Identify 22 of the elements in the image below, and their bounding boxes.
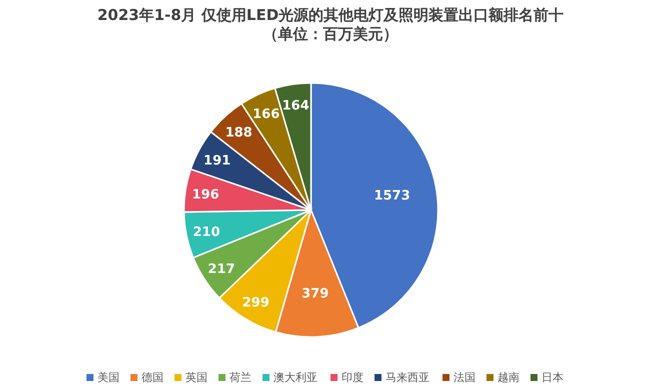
data-label: 210 [192,225,220,240]
legend-label: 越南 [498,371,520,384]
data-label: 217 [208,262,236,277]
legend-label: 美国 [98,371,120,384]
data-label: 379 [302,286,329,302]
chart-title: 2023年1-8月 仅使用LED光源的其他电灯及照明装置出口额排名前十 [97,6,564,24]
data-label: 188 [225,125,252,140]
legend-label: 澳大利亚 [274,371,318,384]
data-label: 164 [282,98,310,114]
data-label: 166 [252,107,280,122]
data-label: 196 [192,187,220,202]
legend-label: 荷兰 [230,371,252,384]
legend-label: 马来西亚 [386,371,430,384]
legend-label: 德国 [142,371,164,384]
legend-label: 法国 [454,371,476,384]
data-label: 191 [204,153,231,168]
legend-label: 日本 [542,371,564,384]
legend-label: 英国 [186,371,208,384]
legend-label: 印度 [342,371,364,384]
data-label: 1573 [374,188,410,204]
data-label: 299 [242,295,270,310]
chart-subtitle: （单位：百万美元） [263,25,398,43]
